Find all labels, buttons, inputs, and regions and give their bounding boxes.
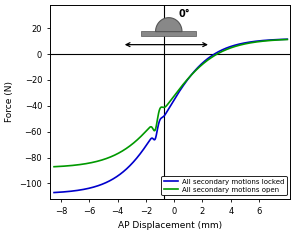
Text: 0°: 0° [178, 9, 190, 20]
Legend: All secondary motions locked, All secondary motions open: All secondary motions locked, All second… [161, 176, 287, 196]
FancyBboxPatch shape [141, 31, 196, 36]
X-axis label: AP Displacement (mm): AP Displacement (mm) [118, 221, 222, 230]
Y-axis label: Force (N): Force (N) [5, 81, 14, 122]
Polygon shape [155, 18, 182, 32]
